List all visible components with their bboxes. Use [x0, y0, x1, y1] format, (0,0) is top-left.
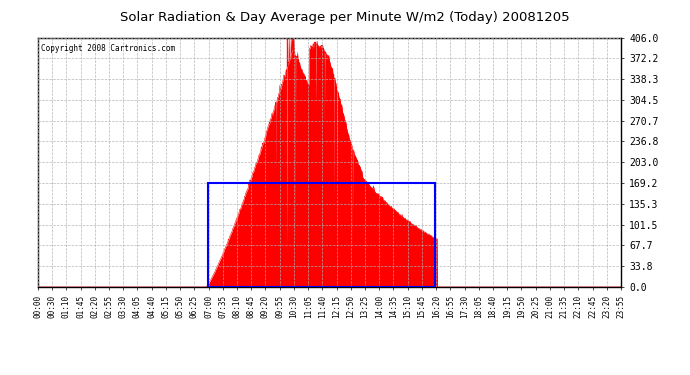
Bar [208, 183, 435, 287]
Text: Copyright 2008 Cartronics.com: Copyright 2008 Cartronics.com [41, 44, 175, 53]
Text: Solar Radiation & Day Average per Minute W/m2 (Today) 20081205: Solar Radiation & Day Average per Minute… [120, 10, 570, 24]
